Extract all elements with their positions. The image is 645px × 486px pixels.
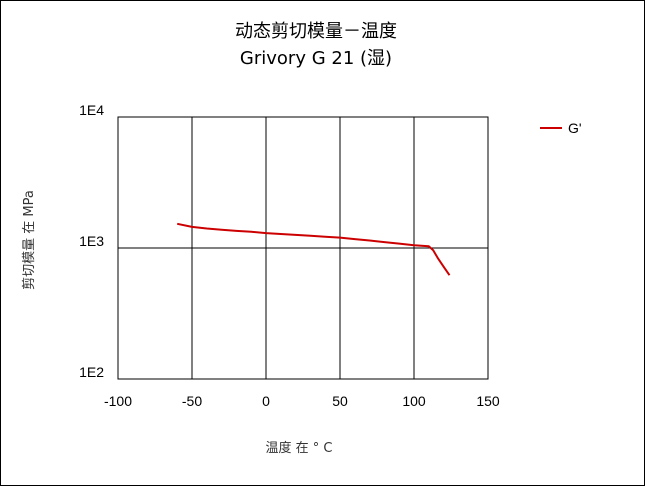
legend-label: G' [568,120,582,136]
x-tick-label: -50 [182,393,202,409]
chart-title: 动态剪切模量－温度 [235,21,397,42]
x-tick-label: 150 [476,393,500,409]
chart-subtitle: Grivory G 21 (湿) [240,48,392,69]
x-tick-label: 50 [332,393,348,409]
y-axis-label: 剪切模量 在 MPa [21,190,37,290]
x-axis-ticks: -100 -50 0 50 100 150 [104,393,500,409]
grid [118,117,488,379]
series-line [176,222,451,276]
x-tick-label: -100 [104,393,132,409]
series-group [176,222,451,276]
y-tick-label: 1E2 [79,364,104,380]
plot-area [117,116,489,380]
x-tick-label: 0 [262,393,270,409]
x-axis-label: 温度 在 ° C [266,440,333,456]
y-tick-label: 1E3 [79,233,104,249]
y-axis-ticks: 1E2 1E3 1E4 [79,102,104,380]
y-tick-label: 1E4 [79,102,104,118]
x-tick-label: 100 [402,393,426,409]
legend: G' [540,120,582,136]
